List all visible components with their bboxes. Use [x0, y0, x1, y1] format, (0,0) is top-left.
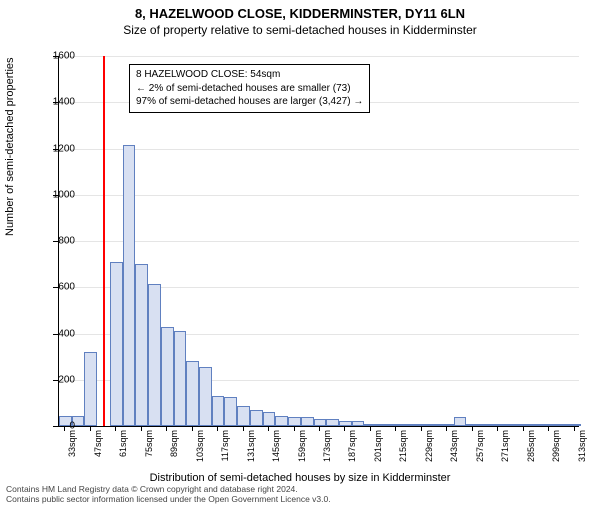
- x-tick-label: 47sqm: [93, 430, 103, 457]
- histogram-bar: [454, 417, 467, 426]
- gridline: [59, 195, 579, 196]
- x-tick: [141, 426, 142, 431]
- x-tick: [243, 426, 244, 431]
- histogram-bar: [377, 424, 390, 426]
- histogram-bar: [555, 424, 568, 426]
- x-tick: [115, 426, 116, 431]
- histogram-bar: [275, 416, 288, 426]
- histogram-bar: [301, 417, 314, 426]
- y-tick-label: 0: [45, 421, 75, 432]
- histogram-bar: [110, 262, 123, 426]
- x-tick: [344, 426, 345, 431]
- footer-line-1: Contains HM Land Registry data © Crown c…: [6, 484, 331, 494]
- histogram-bar: [250, 410, 263, 426]
- x-tick: [217, 426, 218, 431]
- x-tick-label: 33sqm: [67, 430, 77, 457]
- footer-line-2: Contains public sector information licen…: [6, 494, 331, 504]
- property-marker-line: [103, 56, 105, 426]
- x-tick-label: 61sqm: [118, 430, 128, 457]
- y-tick-label: 1400: [45, 97, 75, 108]
- histogram-bar: [161, 327, 174, 426]
- footer-attribution: Contains HM Land Registry data © Crown c…: [6, 484, 331, 504]
- x-tick: [268, 426, 269, 431]
- histogram-bar: [530, 424, 543, 426]
- x-tick: [319, 426, 320, 431]
- gridline: [59, 241, 579, 242]
- x-tick-label: 201sqm: [373, 430, 383, 462]
- histogram-bar: [237, 406, 250, 426]
- x-tick: [497, 426, 498, 431]
- annotation-line-3: 97% of semi-detached houses are larger (…: [136, 95, 363, 109]
- histogram-bar: [123, 145, 136, 426]
- annotation-box: 8 HAZELWOOD CLOSE: 54sqm ← 2% of semi-de…: [129, 64, 370, 113]
- histogram-bar: [479, 424, 492, 426]
- annotation-line-1: 8 HAZELWOOD CLOSE: 54sqm: [136, 68, 363, 82]
- histogram-bar: [504, 424, 517, 426]
- x-tick: [574, 426, 575, 431]
- histogram-bar: [212, 396, 225, 426]
- histogram-bar: [263, 412, 276, 426]
- y-tick-label: 400: [45, 328, 75, 339]
- x-tick: [370, 426, 371, 431]
- x-tick: [192, 426, 193, 431]
- histogram-bar: [326, 419, 339, 426]
- x-tick: [523, 426, 524, 431]
- x-tick-label: 103sqm: [195, 430, 205, 462]
- x-tick-label: 215sqm: [398, 430, 408, 462]
- histogram-bar: [314, 419, 327, 426]
- chart-title: 8, HAZELWOOD CLOSE, KIDDERMINSTER, DY11 …: [0, 6, 600, 21]
- histogram-bar: [148, 284, 161, 426]
- y-tick-label: 200: [45, 374, 75, 385]
- histogram-bar: [135, 264, 148, 426]
- x-tick-label: 229sqm: [424, 430, 434, 462]
- annotation-line-2: ← 2% of semi-detached houses are smaller…: [136, 82, 363, 96]
- y-tick-label: 800: [45, 236, 75, 247]
- x-tick-label: 313sqm: [577, 430, 587, 462]
- y-tick-label: 600: [45, 282, 75, 293]
- histogram-bar: [352, 421, 365, 426]
- x-axis-label: Distribution of semi-detached houses by …: [0, 472, 600, 484]
- x-tick-label: 173sqm: [322, 430, 332, 462]
- chart-subtitle: Size of property relative to semi-detach…: [0, 23, 600, 37]
- x-tick-label: 299sqm: [551, 430, 561, 462]
- histogram-bar: [403, 424, 416, 426]
- x-tick: [166, 426, 167, 431]
- x-tick: [294, 426, 295, 431]
- x-tick-label: 159sqm: [297, 430, 307, 462]
- histogram-bar: [199, 367, 212, 426]
- histogram-bar: [84, 352, 97, 426]
- histogram-bar: [288, 417, 301, 426]
- histogram-bar: [224, 397, 237, 426]
- x-tick-label: 89sqm: [169, 430, 179, 457]
- histogram-bar: [428, 424, 441, 426]
- x-tick-label: 145sqm: [271, 430, 281, 462]
- x-tick-label: 243sqm: [449, 430, 459, 462]
- x-tick-label: 285sqm: [526, 430, 536, 462]
- histogram-chart: 8 HAZELWOOD CLOSE: 54sqm ← 2% of semi-de…: [58, 56, 579, 427]
- y-axis-label: Number of semi-detached properties: [4, 57, 16, 236]
- x-tick-label: 117sqm: [220, 430, 230, 461]
- x-tick-label: 75sqm: [144, 430, 154, 457]
- gridline: [59, 56, 579, 57]
- histogram-bar: [186, 361, 199, 426]
- x-tick: [421, 426, 422, 431]
- x-tick-label: 131sqm: [246, 430, 256, 462]
- x-tick-label: 257sqm: [475, 430, 485, 462]
- x-tick: [548, 426, 549, 431]
- x-tick-label: 187sqm: [347, 430, 357, 462]
- y-tick-label: 1600: [45, 51, 75, 62]
- histogram-bar: [174, 331, 187, 426]
- y-tick-label: 1200: [45, 143, 75, 154]
- gridline: [59, 149, 579, 150]
- y-tick-label: 1000: [45, 189, 75, 200]
- x-tick: [395, 426, 396, 431]
- x-tick-label: 271sqm: [500, 430, 510, 462]
- x-tick: [90, 426, 91, 431]
- x-tick: [472, 426, 473, 431]
- x-tick: [446, 426, 447, 431]
